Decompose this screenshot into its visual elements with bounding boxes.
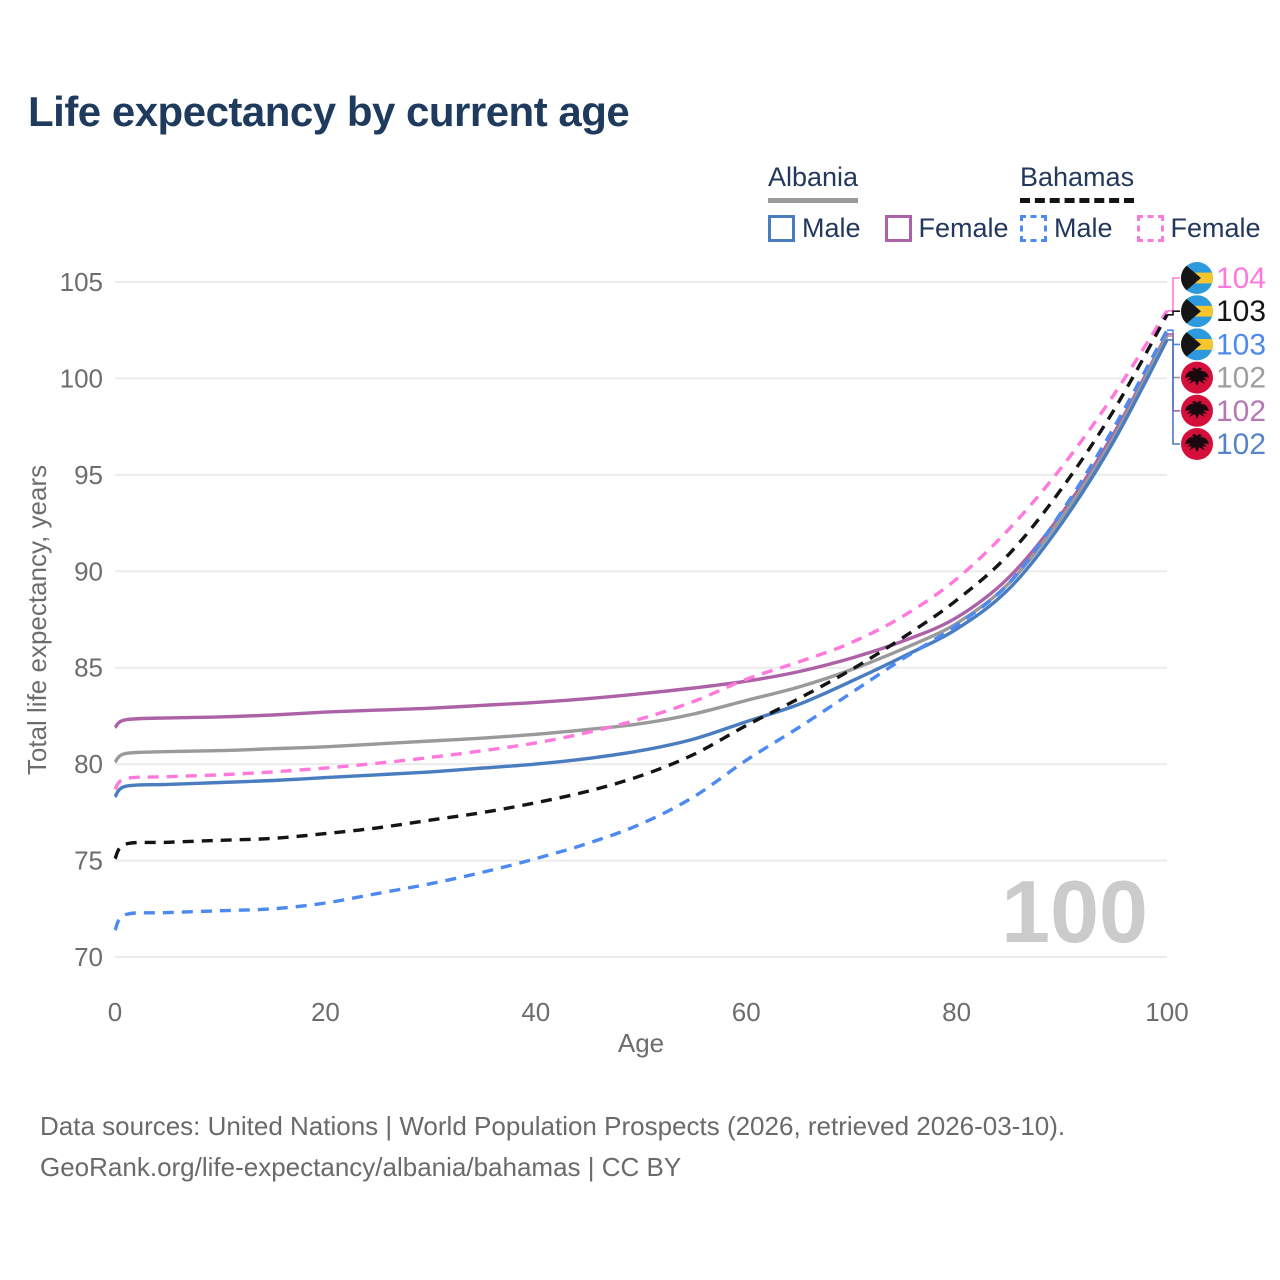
legend-item-albania-male[interactable]: Male: [768, 213, 861, 244]
end-value-label-albania-both-sexes: 102: [1216, 362, 1266, 395]
albania-flag-icon: [1181, 361, 1213, 394]
legend-item-bahamas-male[interactable]: Male: [1020, 213, 1113, 244]
footer: Data sources: United Nations | World Pop…: [40, 1106, 1065, 1188]
end-label-connector-bahamas-female: [1167, 277, 1180, 312]
end-value-label-bahamas-male: 103: [1216, 328, 1266, 361]
series-line-albania-female[interactable]: [113, 333, 1169, 729]
footer-attribution-link[interactable]: GeoRank.org/life-expectancy/albania/baha…: [40, 1152, 682, 1182]
bahamas-flag-icon: [1181, 262, 1213, 294]
albania-female-swatch-icon: [884, 215, 912, 242]
end-value-label-bahamas-female: 104: [1216, 262, 1266, 295]
x-tick-label-20: 20: [311, 997, 340, 1027]
end-value-label-bahamas-both-sexes: 103: [1216, 295, 1266, 328]
legend-item-bahamas-female[interactable]: Female: [1136, 213, 1261, 244]
legend-country-albania[interactable]: Albania: [768, 162, 859, 203]
legend-country-bahamas[interactable]: Bahamas: [1020, 162, 1135, 203]
bahamas-female-swatch-icon: [1136, 215, 1164, 242]
series-line-albania-male[interactable]: [113, 339, 1169, 799]
x-tick-label-80: 80: [942, 997, 971, 1027]
y-tick-label-75: 75: [74, 846, 103, 876]
y-tick-label-85: 85: [74, 653, 103, 683]
legend-label-albania-male: Male: [802, 213, 861, 243]
albania-flag-icon: [1181, 394, 1213, 427]
age-counter-watermark: 100: [1001, 862, 1148, 961]
x-tick-label-60: 60: [732, 997, 761, 1027]
end-value-label-albania-female: 102: [1216, 395, 1266, 428]
legend-group-bahamas: Bahamas Male Female: [1020, 162, 1280, 244]
x-axis-label: Age: [618, 1028, 664, 1058]
x-tick-label-0: 0: [108, 997, 122, 1027]
y-tick-label-100: 100: [60, 363, 103, 393]
legend-group-albania: Albania Male Female: [768, 162, 1033, 244]
page-title: Life expectancy by current age: [28, 88, 630, 135]
bahamas-male-swatch-icon: [1020, 215, 1047, 242]
legend-label-bahamas-male: Male: [1054, 213, 1113, 243]
y-tick-label-70: 70: [74, 942, 103, 972]
footer-data-sources: Data sources: United Nations | World Pop…: [40, 1111, 1066, 1141]
y-axis-label: Total life expectancy, years: [22, 465, 52, 775]
legend-label-bahamas-female: Female: [1170, 213, 1261, 243]
series-line-albania-both-sexes[interactable]: [113, 335, 1169, 764]
legend-item-albania-female[interactable]: Female: [884, 213, 1009, 244]
end-label-connector-albania-male: [1167, 339, 1180, 445]
y-tick-label-90: 90: [74, 556, 103, 586]
bahamas-flag-icon: [1181, 328, 1213, 361]
series-line-bahamas-both-sexes[interactable]: [113, 313, 1169, 860]
albania-flag-icon: [1181, 428, 1213, 460]
end-label-connector-bahamas-both-sexes: [1167, 310, 1180, 316]
series-line-bahamas-female[interactable]: [113, 309, 1169, 791]
y-tick-label-95: 95: [74, 460, 103, 490]
y-tick-label-105: 105: [60, 267, 103, 297]
y-tick-label-80: 80: [74, 749, 103, 779]
albania-male-swatch-icon: [768, 215, 795, 242]
x-tick-label-40: 40: [521, 997, 550, 1027]
bahamas-flag-icon: [1181, 295, 1213, 328]
series-line-bahamas-male[interactable]: [113, 329, 1169, 931]
end-value-label-albania-male: 102: [1216, 428, 1266, 461]
x-tick-label-100: 100: [1145, 997, 1188, 1027]
legend-label-albania-female: Female: [918, 213, 1009, 243]
